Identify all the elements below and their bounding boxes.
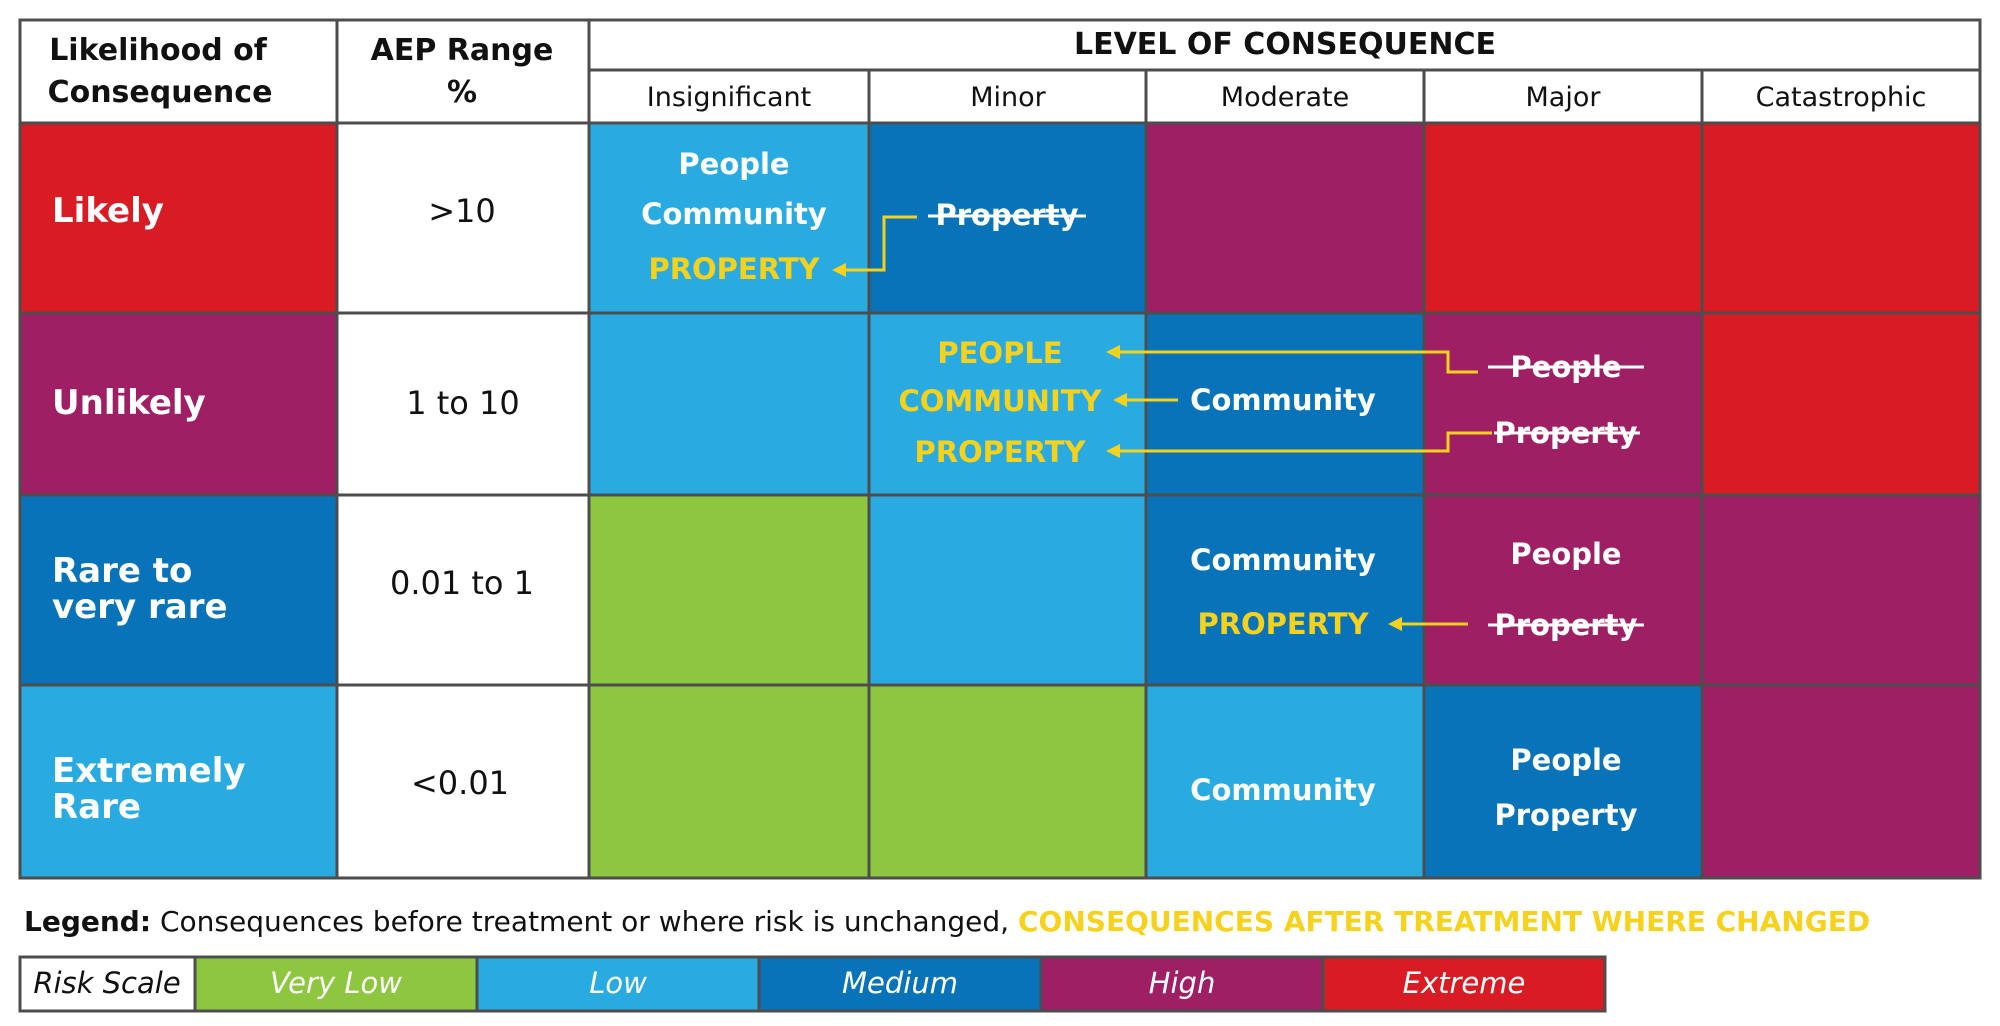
consequence-headers: Insignificant Minor Moderate Major Catas… (647, 82, 1927, 113)
risk-matrix-cells (20, 123, 1980, 878)
risk-cell-r3-c1 (869, 685, 1146, 878)
table-header: Likelihood of Consequence AEP Range % LE… (48, 27, 1496, 110)
aep-header-line2: % (447, 75, 477, 110)
level-of-consequence-header: LEVEL OF CONSEQUENCE (1074, 27, 1496, 62)
cell-rare-moderate-community: Community (1190, 543, 1376, 577)
row-label-unlikely: Unlikely (52, 383, 206, 423)
cell-unlikely-minor-people-after: PEOPLE (937, 336, 1062, 370)
cell-unlikely-minor-community-after: COMMUNITY (898, 384, 1102, 418)
cell-rare-major-people: People (1510, 537, 1621, 571)
risk-scale-label-medium: Medium (842, 966, 958, 1000)
risk-cell-r2-c0 (589, 495, 869, 685)
consequence-header-insignificant: Insignificant (647, 82, 812, 113)
cell-unlikely-minor-property-after: PROPERTY (914, 435, 1086, 469)
row-label-likely: Likely (52, 191, 164, 231)
consequence-header-minor: Minor (970, 82, 1046, 113)
aep-value-rare: 0.01 to 1 (390, 564, 534, 602)
row-label-extremely-line1: Extremely (52, 751, 246, 791)
risk-cell-r1-c2 (1146, 313, 1424, 495)
treatment-arrows (832, 215, 1492, 631)
likelihood-row-labels: Likely Unlikely Rare to very rare Extrem… (52, 191, 246, 827)
risk-scale-label-high: High (1149, 966, 1216, 1000)
risk-scale-extreme (1321, 955, 1607, 1013)
strikethrough-lines (928, 214, 1644, 627)
risk-cell-r1-c3 (1424, 313, 1702, 495)
risk-cell-r3-c2 (1146, 685, 1424, 878)
risk-scale-label-very-low: Very Low (270, 966, 402, 1000)
legend: Legend: Consequences before treatment or… (24, 905, 1984, 945)
risk-scale-very-low (193, 955, 479, 1013)
consequence-header-catastrophic: Catastrophic (1756, 82, 1927, 113)
cell-likely-insignificant-people: People (678, 147, 789, 181)
arrow-people-unlikely (1117, 350, 1478, 374)
risk-cell-r2-c4 (1702, 495, 1980, 685)
likelihood-header-line2: Consequence (48, 75, 273, 110)
risk-cell-r0-c2 (1146, 123, 1424, 313)
consequence-header-moderate: Moderate (1221, 82, 1349, 113)
risk-cell-r3-c4 (1702, 685, 1980, 878)
cell-extremely-rare-moderate-community: Community (1190, 773, 1376, 807)
matrix-cell-labels: People Community PROPERTY Property PEOPL… (641, 147, 1637, 832)
risk-cell-r1-c1 (869, 313, 1146, 495)
aep-header-line1: AEP Range (371, 33, 554, 68)
legend-label: Legend: (24, 905, 152, 938)
arrow-property-unlikely (1117, 431, 1492, 453)
grid-lines (18, 18, 1982, 880)
cell-extremely-rare-major-people: People (1510, 743, 1621, 777)
risk-cell-r0-c3 (1424, 123, 1702, 313)
likelihood-header-line1: Likelihood of (49, 33, 268, 68)
row-label-extremely-line2: Rare (52, 787, 141, 827)
cell-unlikely-moderate-community: Community (1190, 383, 1376, 417)
risk-cell-r0-c4 (1702, 123, 1980, 313)
risk-cell-r0-c0 (589, 123, 869, 313)
aep-value-likely: >10 (428, 192, 496, 230)
risk-cell-r3-c3 (1424, 685, 1702, 878)
risk-cell-r2-c2 (1146, 495, 1424, 685)
risk-scale-title: Risk Scale (33, 966, 180, 1000)
risk-scale-label-extreme: Extreme (1403, 966, 1526, 1000)
cell-likely-insignificant-community: Community (641, 197, 827, 231)
row-label-rare-line2: very rare (52, 587, 228, 627)
risk-cell-r2-c1 (869, 495, 1146, 685)
risk-scale-label-low: Low (589, 966, 647, 1000)
cell-extremely-rare-major-property: Property (1495, 798, 1638, 832)
risk-cell-r1-c0 (589, 313, 869, 495)
row-label-cell-unlikely (20, 313, 337, 495)
risk-cell-r3-c0 (589, 685, 869, 878)
consequence-header-major: Major (1526, 82, 1602, 113)
aep-values: >10 1 to 10 0.01 to 1 <0.01 (390, 192, 534, 802)
aep-value-extremely-rare: <0.01 (411, 764, 509, 802)
risk-scale-medium (757, 955, 1043, 1013)
row-label-rare-line1: Rare to (52, 551, 192, 591)
risk-scale-bar: Risk Scale Very Low Low Medium High Extr… (18, 955, 1607, 1013)
cell-rare-moderate-property-after: PROPERTY (1197, 607, 1369, 641)
row-label-cell-likely (20, 123, 337, 313)
cell-likely-insignificant-property-after: PROPERTY (648, 252, 820, 286)
row-label-cell-extremely-rare (20, 685, 337, 878)
arrow-property-likely (842, 215, 917, 272)
risk-cell-r1-c4 (1702, 313, 1980, 495)
aep-value-unlikely: 1 to 10 (406, 384, 520, 422)
row-label-cell-rare (20, 495, 337, 685)
risk-cell-r2-c3 (1424, 495, 1702, 685)
legend-after-text: CONSEQUENCES AFTER TREATMENT WHERE CHANG… (1018, 905, 1871, 938)
legend-before-text: Consequences before treatment or where r… (159, 905, 1010, 938)
